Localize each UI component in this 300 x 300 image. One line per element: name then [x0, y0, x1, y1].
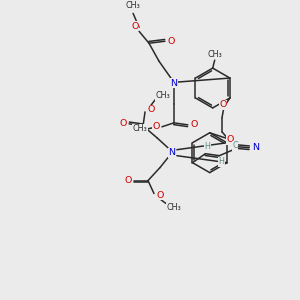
Text: O: O: [226, 135, 234, 144]
Text: C: C: [232, 141, 238, 150]
Text: O: O: [124, 176, 132, 185]
Text: CH₃: CH₃: [126, 1, 140, 10]
Text: CH₃: CH₃: [207, 50, 222, 59]
Text: H: H: [205, 142, 210, 151]
Text: O: O: [167, 37, 175, 46]
Text: N: N: [252, 143, 259, 152]
Text: N: N: [168, 148, 175, 157]
Text: CH₃: CH₃: [167, 203, 181, 212]
Text: CH₃: CH₃: [156, 92, 170, 100]
Text: O: O: [147, 105, 155, 114]
Text: CH₃: CH₃: [133, 124, 147, 133]
Text: O: O: [219, 100, 227, 109]
Text: N: N: [170, 79, 177, 88]
Text: O: O: [131, 22, 139, 31]
Text: O: O: [156, 191, 164, 200]
Text: O: O: [190, 120, 197, 129]
Text: H: H: [218, 157, 224, 166]
Text: O: O: [152, 122, 160, 131]
Text: O: O: [119, 119, 127, 128]
